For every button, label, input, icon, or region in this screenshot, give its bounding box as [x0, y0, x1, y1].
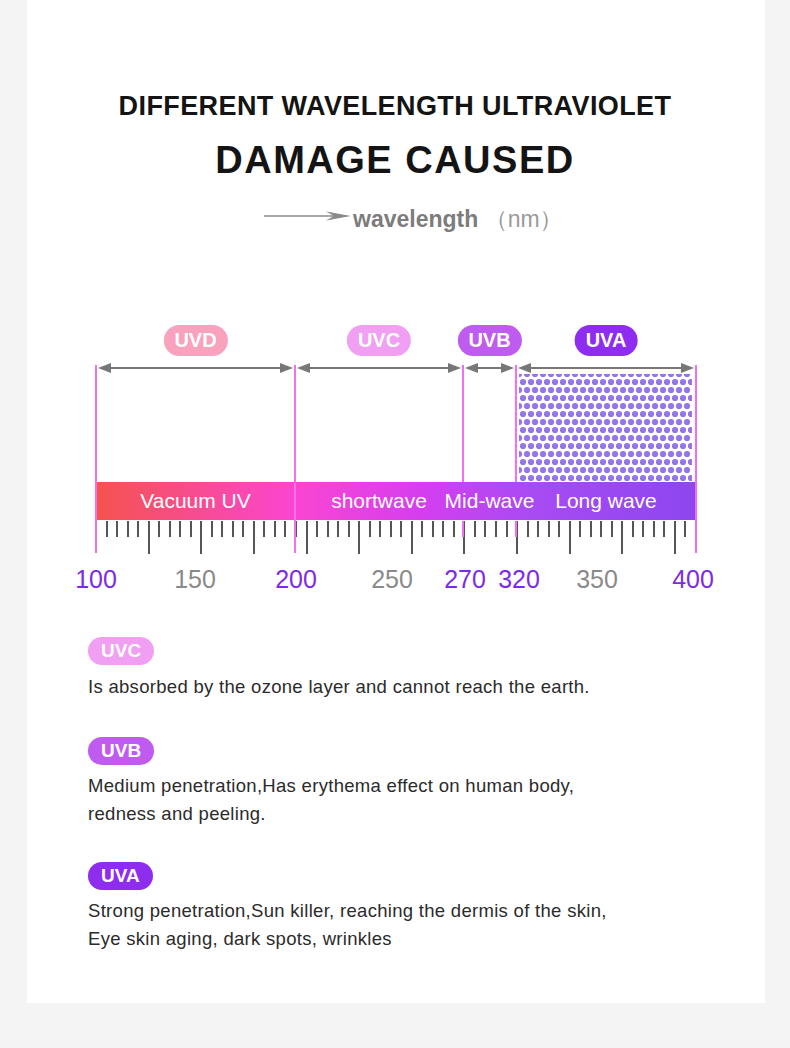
- ruler-tick: [632, 521, 634, 537]
- ruler-tick: [569, 521, 571, 554]
- bar-segment-label-uvd: Vacuum UV: [140, 489, 251, 513]
- ruler-tick: [611, 521, 613, 537]
- section-uvb-line1: Medium penetration,Has erythema effect o…: [88, 775, 574, 797]
- ruler-tick: [411, 521, 413, 554]
- axis-number-150: 150: [174, 565, 216, 594]
- ruler-tick: [579, 521, 581, 537]
- ruler-tick: [453, 521, 455, 537]
- ruler-tick: [116, 521, 118, 537]
- bar-segment-label-uvc: shortwave: [331, 489, 427, 513]
- ruler-tick: [379, 521, 381, 537]
- ruler-tick: [506, 521, 508, 537]
- ruler-tick: [432, 521, 434, 537]
- ruler-tick: [537, 521, 539, 537]
- section-uvb-line2: redness and peeling.: [88, 803, 266, 825]
- ruler-tick: [179, 521, 181, 537]
- ruler-tick: [484, 521, 486, 537]
- wavelength-axis-label: wavelength （nm）: [353, 204, 563, 235]
- boundary-line-200nm: [294, 365, 296, 553]
- ruler-tick: [527, 521, 529, 537]
- ruler-tick: [474, 521, 476, 537]
- section-uva-line2: Eye skin aging, dark spots, wrinkles: [88, 928, 392, 950]
- band-badge-uvd: UVD: [163, 325, 227, 356]
- ruler-tick: [663, 521, 665, 537]
- ruler-tick: [348, 521, 350, 537]
- wavelength-arrow-icon: [264, 206, 352, 226]
- section-badge-uva: UVA: [88, 862, 153, 890]
- boundary-line-270nm: [462, 365, 464, 482]
- axis-number-200: 200: [275, 565, 317, 594]
- ruler-tick: [590, 521, 592, 537]
- ruler-tick: [242, 521, 244, 537]
- ruler-tick: [169, 521, 171, 537]
- band-badge-uvb: UVB: [457, 325, 521, 356]
- band-badge-uva: UVA: [575, 325, 638, 356]
- ruler-tick: [221, 521, 223, 537]
- boundary-line-320nm: [515, 365, 517, 482]
- page-title-line2: DAMAGE CAUSED: [0, 139, 790, 182]
- ruler-tick: [232, 521, 234, 537]
- ruler-tick: [684, 521, 686, 537]
- band-badge-uvc: UVC: [347, 325, 411, 356]
- axis-number-400: 400: [672, 565, 714, 594]
- ruler-tick: [211, 521, 213, 537]
- uva-halftone-pattern: [519, 374, 692, 482]
- axis-number-100: 100: [75, 565, 117, 594]
- axis-number-250: 250: [371, 565, 413, 594]
- section-badge-uvc: UVC: [88, 637, 154, 665]
- page: DIFFERENT WAVELENGTH ULTRAVIOLET DAMAGE …: [0, 0, 790, 1048]
- section-uvc-line1: Is absorbed by the ozone layer and canno…: [88, 676, 590, 698]
- ruler-tick: [158, 521, 160, 537]
- ruler-tick: [442, 521, 444, 537]
- ruler-tick: [127, 521, 129, 537]
- boundary-line-100nm: [95, 365, 97, 553]
- ruler-tick: [653, 521, 655, 537]
- ruler-tick: [548, 521, 550, 537]
- ruler-tick: [558, 521, 560, 537]
- section-badge-uvb: UVB: [88, 737, 154, 765]
- ruler-tick: [400, 521, 402, 537]
- ruler-tick: [642, 521, 644, 537]
- ruler-tick: [106, 521, 108, 537]
- ruler-tick: [148, 521, 150, 554]
- ruler-tick: [421, 521, 423, 537]
- axis-number-270: 270: [444, 565, 486, 594]
- ruler-tick: [358, 521, 360, 554]
- ruler-tick: [200, 521, 202, 554]
- ruler-tick: [137, 521, 139, 537]
- section-uva-line1: Strong penetration,Sun killer, reaching …: [88, 900, 607, 922]
- boundary-line-400nm: [695, 365, 697, 553]
- ruler-tick: [263, 521, 265, 537]
- ruler-tick: [316, 521, 318, 537]
- ruler-tick: [190, 521, 192, 537]
- bar-segment-label-uva: Long wave: [555, 489, 657, 513]
- ruler-tick-270nm: [462, 521, 464, 537]
- ruler-tick: [274, 521, 276, 537]
- bar-segment-label-uvb: Mid-wave: [445, 489, 535, 513]
- ruler-tick: [621, 521, 623, 554]
- ruler-tick: [674, 521, 676, 554]
- ruler-tick: [306, 521, 308, 554]
- ruler-tick-320nm: [515, 521, 517, 537]
- ruler-tick: [284, 521, 286, 537]
- ruler-tick: [337, 521, 339, 537]
- axis-number-350: 350: [576, 565, 618, 594]
- ruler-tick: [600, 521, 602, 537]
- page-title-line1: DIFFERENT WAVELENGTH ULTRAVIOLET: [0, 91, 790, 122]
- band-range-arrows: [0, 358, 790, 378]
- ruler-tick: [369, 521, 371, 537]
- ruler-tick: [495, 521, 497, 537]
- axis-number-320: 320: [498, 565, 540, 594]
- ruler-tick: [327, 521, 329, 537]
- ruler-tick: [390, 521, 392, 537]
- wavelength-axis-unit: （nm）: [485, 206, 563, 232]
- ruler-tick: [253, 521, 255, 554]
